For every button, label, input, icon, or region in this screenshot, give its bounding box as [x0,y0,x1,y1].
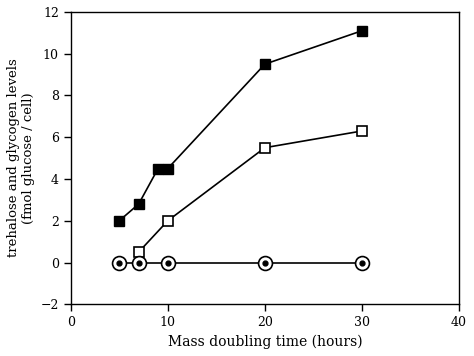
X-axis label: Mass doubling time (hours): Mass doubling time (hours) [167,335,362,349]
Y-axis label: trehalose and glycogen levels
(fmol glucose / cell): trehalose and glycogen levels (fmol gluc… [7,59,35,257]
